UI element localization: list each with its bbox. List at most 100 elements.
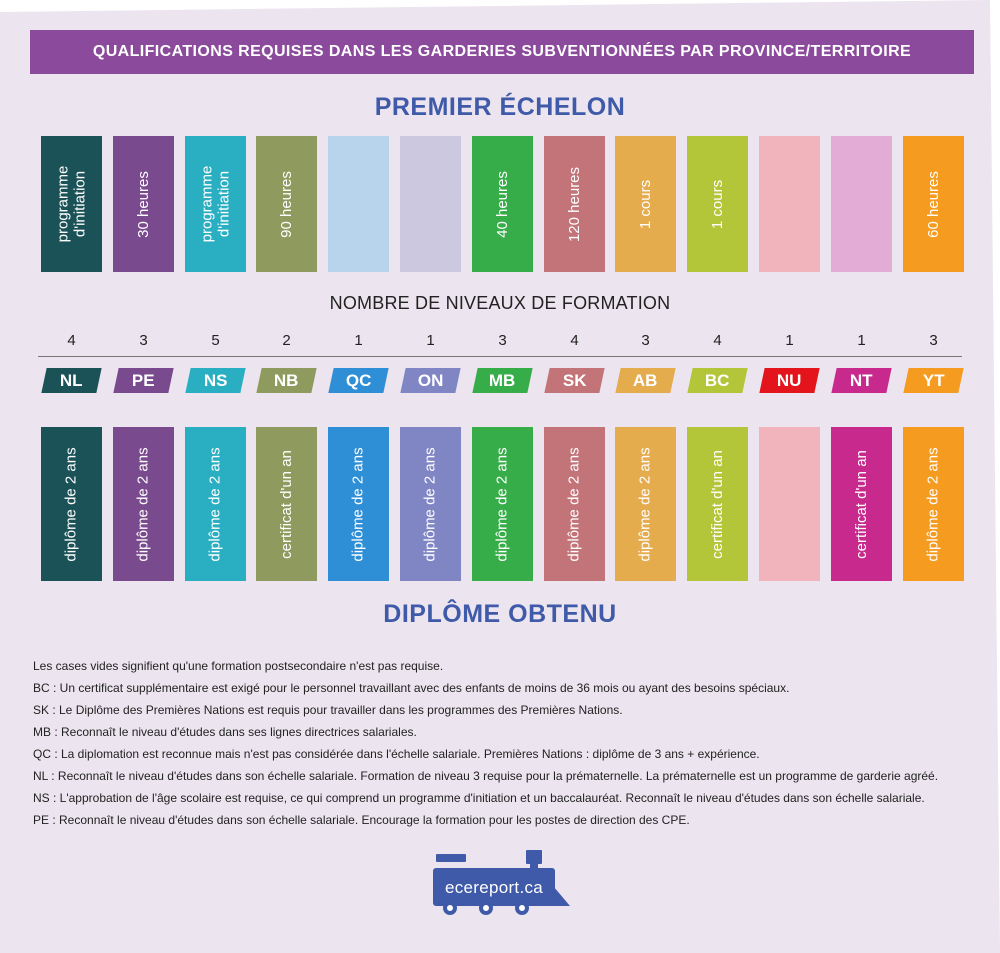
entry-level-box: 30 heures: [113, 136, 174, 272]
province-code: PE: [132, 370, 155, 390]
diploma-box: diplôme de 2 ans: [400, 427, 461, 581]
levels-count: 1: [426, 332, 435, 349]
training-levels-heading: NOMBRE DE NIVEAUX DE FORMATION: [329, 293, 671, 313]
note-item: QC : La diplomation est reconnue mais n'…: [33, 747, 760, 761]
province-code: AB: [633, 370, 658, 390]
diploma-text: diplôme de 2 ans: [135, 446, 152, 562]
diploma-text: diplôme de 2 ans: [566, 446, 583, 562]
province-code-badge: AB: [615, 368, 676, 393]
diploma-text: diplôme de 2 ans: [637, 446, 654, 562]
entry-level-box: [831, 136, 892, 272]
province-code-badge: QC: [328, 368, 389, 393]
entry-level-text: 1 cours: [636, 179, 654, 229]
entry-level-box: 1 cours: [687, 136, 748, 272]
diploma-text: diplôme de 2 ans: [422, 446, 439, 562]
entry-level-text: programme d'initiation: [198, 165, 233, 243]
logo-text: ecereport.ca: [444, 878, 544, 897]
note-item: SK : Le Diplôme des Premières Nations es…: [33, 703, 623, 717]
province-code-badge: NU: [759, 368, 820, 393]
levels-count: 3: [498, 332, 507, 349]
levels-count: 1: [857, 332, 866, 349]
province-code: NL: [60, 370, 83, 390]
province-code-badge: NB: [256, 368, 317, 393]
levels-count: 4: [713, 332, 722, 349]
province-code-badge: PE: [113, 368, 174, 393]
diploma-text: diplôme de 2 ans: [63, 446, 80, 562]
diploma-text: certificat d'un an: [278, 449, 296, 559]
entry-level-text: 30 heures: [135, 170, 152, 238]
note-item: NL : Reconnaît le niveau d'études dans s…: [33, 769, 939, 783]
entry-level-text: 90 heures: [278, 170, 295, 238]
levels-count: 4: [67, 332, 76, 349]
entry-level-text: programme d'initiation: [54, 165, 89, 243]
entry-level-box: programme d'initiation: [41, 136, 102, 272]
province-code-badge: SK: [544, 368, 605, 393]
entry-level-box: [759, 136, 820, 272]
entry-level-box: programme d'initiation: [185, 136, 246, 272]
diploma-box: diplôme de 2 ans: [185, 427, 246, 581]
diploma-box: certificat d'un an: [687, 427, 748, 581]
entry-level-box: 90 heures: [256, 136, 317, 272]
diploma-text: diplôme de 2 ans: [494, 446, 511, 562]
entry-level-box: 40 heures: [472, 136, 533, 272]
diploma-box: diplôme de 2 ans: [615, 427, 676, 581]
diploma-box: diplôme de 2 ans: [544, 427, 605, 581]
province-code: NS: [203, 370, 228, 390]
diploma-text: certificat d'un an: [709, 449, 727, 559]
entry-level-box: [400, 136, 461, 272]
province-code: QC: [345, 370, 372, 390]
entry-level-text: 40 heures: [494, 170, 511, 238]
train-icon: [433, 850, 570, 915]
note-item: BC : Un certificat supplémentaire est ex…: [33, 681, 790, 695]
diploma-text: diplôme de 2 ans: [350, 446, 367, 562]
diploma-box: [759, 427, 820, 581]
diploma-box: diplôme de 2 ans: [472, 427, 533, 581]
province-code: NB: [274, 370, 299, 390]
province-code-badge: NL: [41, 368, 102, 393]
province-code-badge: NS: [185, 368, 246, 393]
province-code: SK: [562, 370, 587, 390]
entry-level-box: 60 heures: [903, 136, 964, 272]
province-code-badge: YT: [903, 368, 964, 393]
province-code: NT: [850, 370, 873, 390]
province-code-badge: NT: [831, 368, 892, 393]
diploma-text: certificat d'un an: [853, 449, 871, 559]
province-code: YT: [922, 370, 945, 390]
levels-count: 4: [570, 332, 579, 349]
diploma-text: diplôme de 2 ans: [207, 446, 224, 562]
entry-level-heading: PREMIER ÉCHELON: [374, 93, 626, 121]
note-item: NS : L'approbation de l'âge scolaire est…: [33, 791, 925, 805]
levels-count: 1: [354, 332, 363, 349]
levels-count: 3: [929, 332, 938, 349]
diploma-box: diplôme de 2 ans: [113, 427, 174, 581]
entry-level-text: 120 heures: [566, 166, 583, 242]
entry-level-box: 120 heures: [544, 136, 605, 272]
entry-level-text: 60 heures: [925, 170, 942, 238]
title-banner: QUALIFICATIONS REQUISES DANS LES GARDERI…: [30, 30, 974, 74]
note-item: MB : Reconnaît le niveau d'études dans s…: [33, 725, 417, 739]
divider-line: [38, 356, 962, 357]
entry-level-text: 1 cours: [708, 179, 726, 229]
levels-count: 1: [785, 332, 794, 349]
entry-level-box: 1 cours: [615, 136, 676, 272]
notes-list: Les cases vides signifient qu'une format…: [33, 655, 983, 831]
diploma-text: diplôme de 2 ans: [925, 446, 942, 562]
levels-count: 5: [211, 332, 220, 349]
diploma-box: certificat d'un an: [831, 427, 892, 581]
entry-level-box: [328, 136, 389, 272]
province-code: ON: [417, 370, 444, 390]
levels-count: 2: [282, 332, 291, 349]
province-code: MB: [489, 370, 516, 390]
province-code: NU: [777, 370, 802, 390]
province-code-badge: BC: [687, 368, 748, 393]
levels-count: 3: [641, 332, 650, 349]
diploma-heading: DIPLÔME OBTENU: [383, 600, 617, 628]
diploma-box: diplôme de 2 ans: [903, 427, 964, 581]
note-item: Les cases vides signifient qu'une format…: [33, 659, 444, 673]
province-code-badge: MB: [472, 368, 533, 393]
diploma-box: diplôme de 2 ans: [328, 427, 389, 581]
diploma-box: certificat d'un an: [256, 427, 317, 581]
province-code-badge: ON: [400, 368, 461, 393]
note-item: PE : Reconnaît le niveau d'études dans s…: [33, 813, 690, 827]
diploma-box: diplôme de 2 ans: [41, 427, 102, 581]
